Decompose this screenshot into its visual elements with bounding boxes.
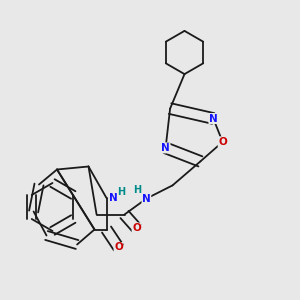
Text: O: O [132, 223, 141, 233]
Text: N: N [161, 143, 170, 153]
Text: N: N [209, 113, 218, 124]
Text: O: O [114, 242, 123, 253]
Text: N: N [142, 194, 151, 204]
Text: H: H [117, 187, 125, 197]
Text: O: O [218, 137, 227, 147]
Text: N: N [110, 193, 118, 203]
Text: H: H [133, 184, 142, 195]
